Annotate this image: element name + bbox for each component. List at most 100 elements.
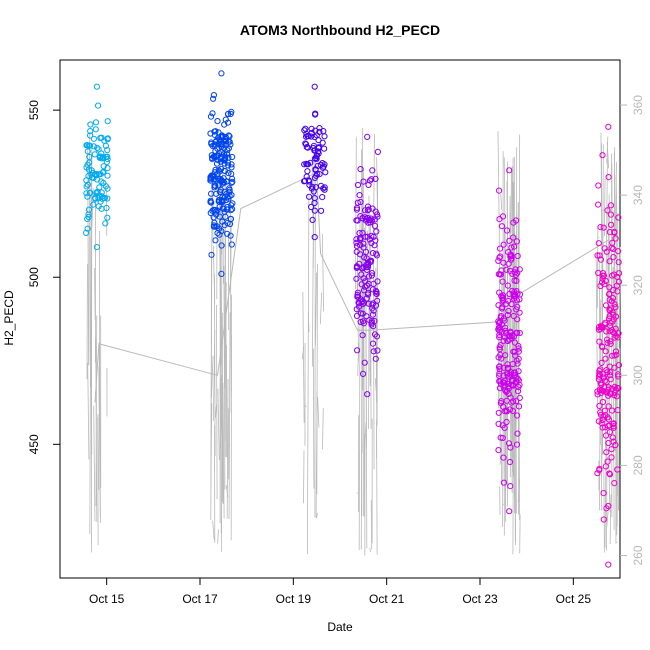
data-point: [596, 402, 603, 409]
data-point: [365, 181, 372, 188]
line-spike: [315, 272, 318, 346]
data-point: [515, 345, 522, 352]
line-spike: [609, 494, 612, 545]
data-point: [516, 266, 523, 273]
data-point: [92, 126, 99, 133]
data-point: [611, 352, 618, 359]
data-point: [502, 352, 509, 359]
data-point: [360, 299, 368, 306]
data-point: [496, 187, 503, 194]
line-spike: [302, 292, 305, 423]
data-point: [596, 370, 603, 377]
data-point: [514, 329, 521, 336]
data-point: [611, 389, 618, 396]
data-point: [214, 152, 221, 159]
data-point: [229, 153, 236, 161]
line-spike: [316, 512, 318, 518]
data-point: [503, 266, 510, 273]
data-point: [103, 204, 110, 212]
data-point: [216, 203, 223, 210]
data-point: [228, 164, 235, 171]
data-point: [513, 217, 520, 224]
line-spike: [373, 134, 375, 231]
data-point: [303, 141, 310, 148]
data-point: [609, 272, 616, 279]
line-spike: [500, 193, 503, 210]
data-point: [353, 239, 360, 246]
data-point: [227, 215, 234, 223]
data-point: [87, 128, 94, 135]
data-point: [513, 306, 520, 313]
data-point: [509, 398, 517, 405]
data-point: [506, 458, 514, 466]
data-point: [94, 144, 101, 151]
x-axis-label: Date: [327, 620, 353, 634]
data-point: [216, 213, 223, 220]
data-point: [609, 239, 616, 246]
data-point: [221, 157, 228, 164]
data-point: [311, 207, 318, 214]
data-point: [603, 449, 610, 456]
line-spike: [94, 267, 96, 320]
data-point: [506, 406, 514, 413]
data-point: [615, 373, 622, 380]
data-point: [603, 248, 610, 255]
data-point: [369, 167, 376, 174]
data-point: [360, 370, 367, 377]
data-point: [361, 359, 368, 366]
data-point: [353, 204, 361, 211]
data-point: [607, 202, 615, 209]
data-point: [354, 289, 361, 296]
data-point: [371, 317, 378, 325]
data-point: [316, 171, 323, 178]
data-point: [597, 326, 604, 333]
data-point: [605, 439, 612, 447]
data-point: [373, 290, 380, 297]
data-point: [605, 384, 612, 391]
line-spike: [306, 195, 310, 555]
data-point: [498, 223, 506, 230]
data-point: [503, 408, 510, 415]
data-point: [227, 232, 234, 239]
data-point: [509, 407, 517, 414]
data-point: [515, 377, 522, 384]
data-point: [514, 430, 521, 437]
axis-layer: Oct 15 Oct 17 Oct 19 Oct 21 Oct 23 Oct 25 450 5…: [27, 95, 645, 606]
data-point: [312, 127, 319, 134]
data-point: [104, 214, 111, 221]
data-point: [374, 347, 381, 354]
line-spike: [357, 492, 359, 495]
data-point: [209, 154, 216, 162]
data-point: [605, 422, 612, 429]
data-point: [367, 219, 374, 226]
y-tick-label-left: 500: [27, 267, 41, 287]
data-point: [609, 309, 616, 316]
data-point: [307, 159, 314, 166]
data-point: [516, 329, 523, 337]
data-point: [602, 302, 610, 309]
line-spike: [618, 348, 621, 511]
data-point: [357, 198, 364, 206]
data-point: [369, 311, 376, 318]
data-point: [309, 216, 316, 223]
data-point: [207, 209, 214, 217]
data-point: [514, 290, 521, 297]
data-point-min: [311, 234, 318, 241]
data-point: [613, 282, 621, 289]
data-point: [223, 191, 230, 198]
line-spike: [358, 236, 361, 551]
data-point: [609, 318, 616, 325]
x-tick-label: Oct 25: [556, 592, 592, 606]
data-point: [607, 211, 615, 218]
data-point: [614, 407, 621, 414]
data-point: [514, 252, 521, 260]
data-point: [360, 320, 367, 327]
data-point-min: [506, 508, 513, 515]
data-point: [374, 278, 381, 285]
line-spike: [98, 366, 101, 518]
data-point: [604, 369, 611, 376]
data-point: [514, 316, 521, 323]
data-point: [224, 111, 232, 118]
data-point: [595, 201, 602, 208]
data-point: [608, 446, 615, 453]
